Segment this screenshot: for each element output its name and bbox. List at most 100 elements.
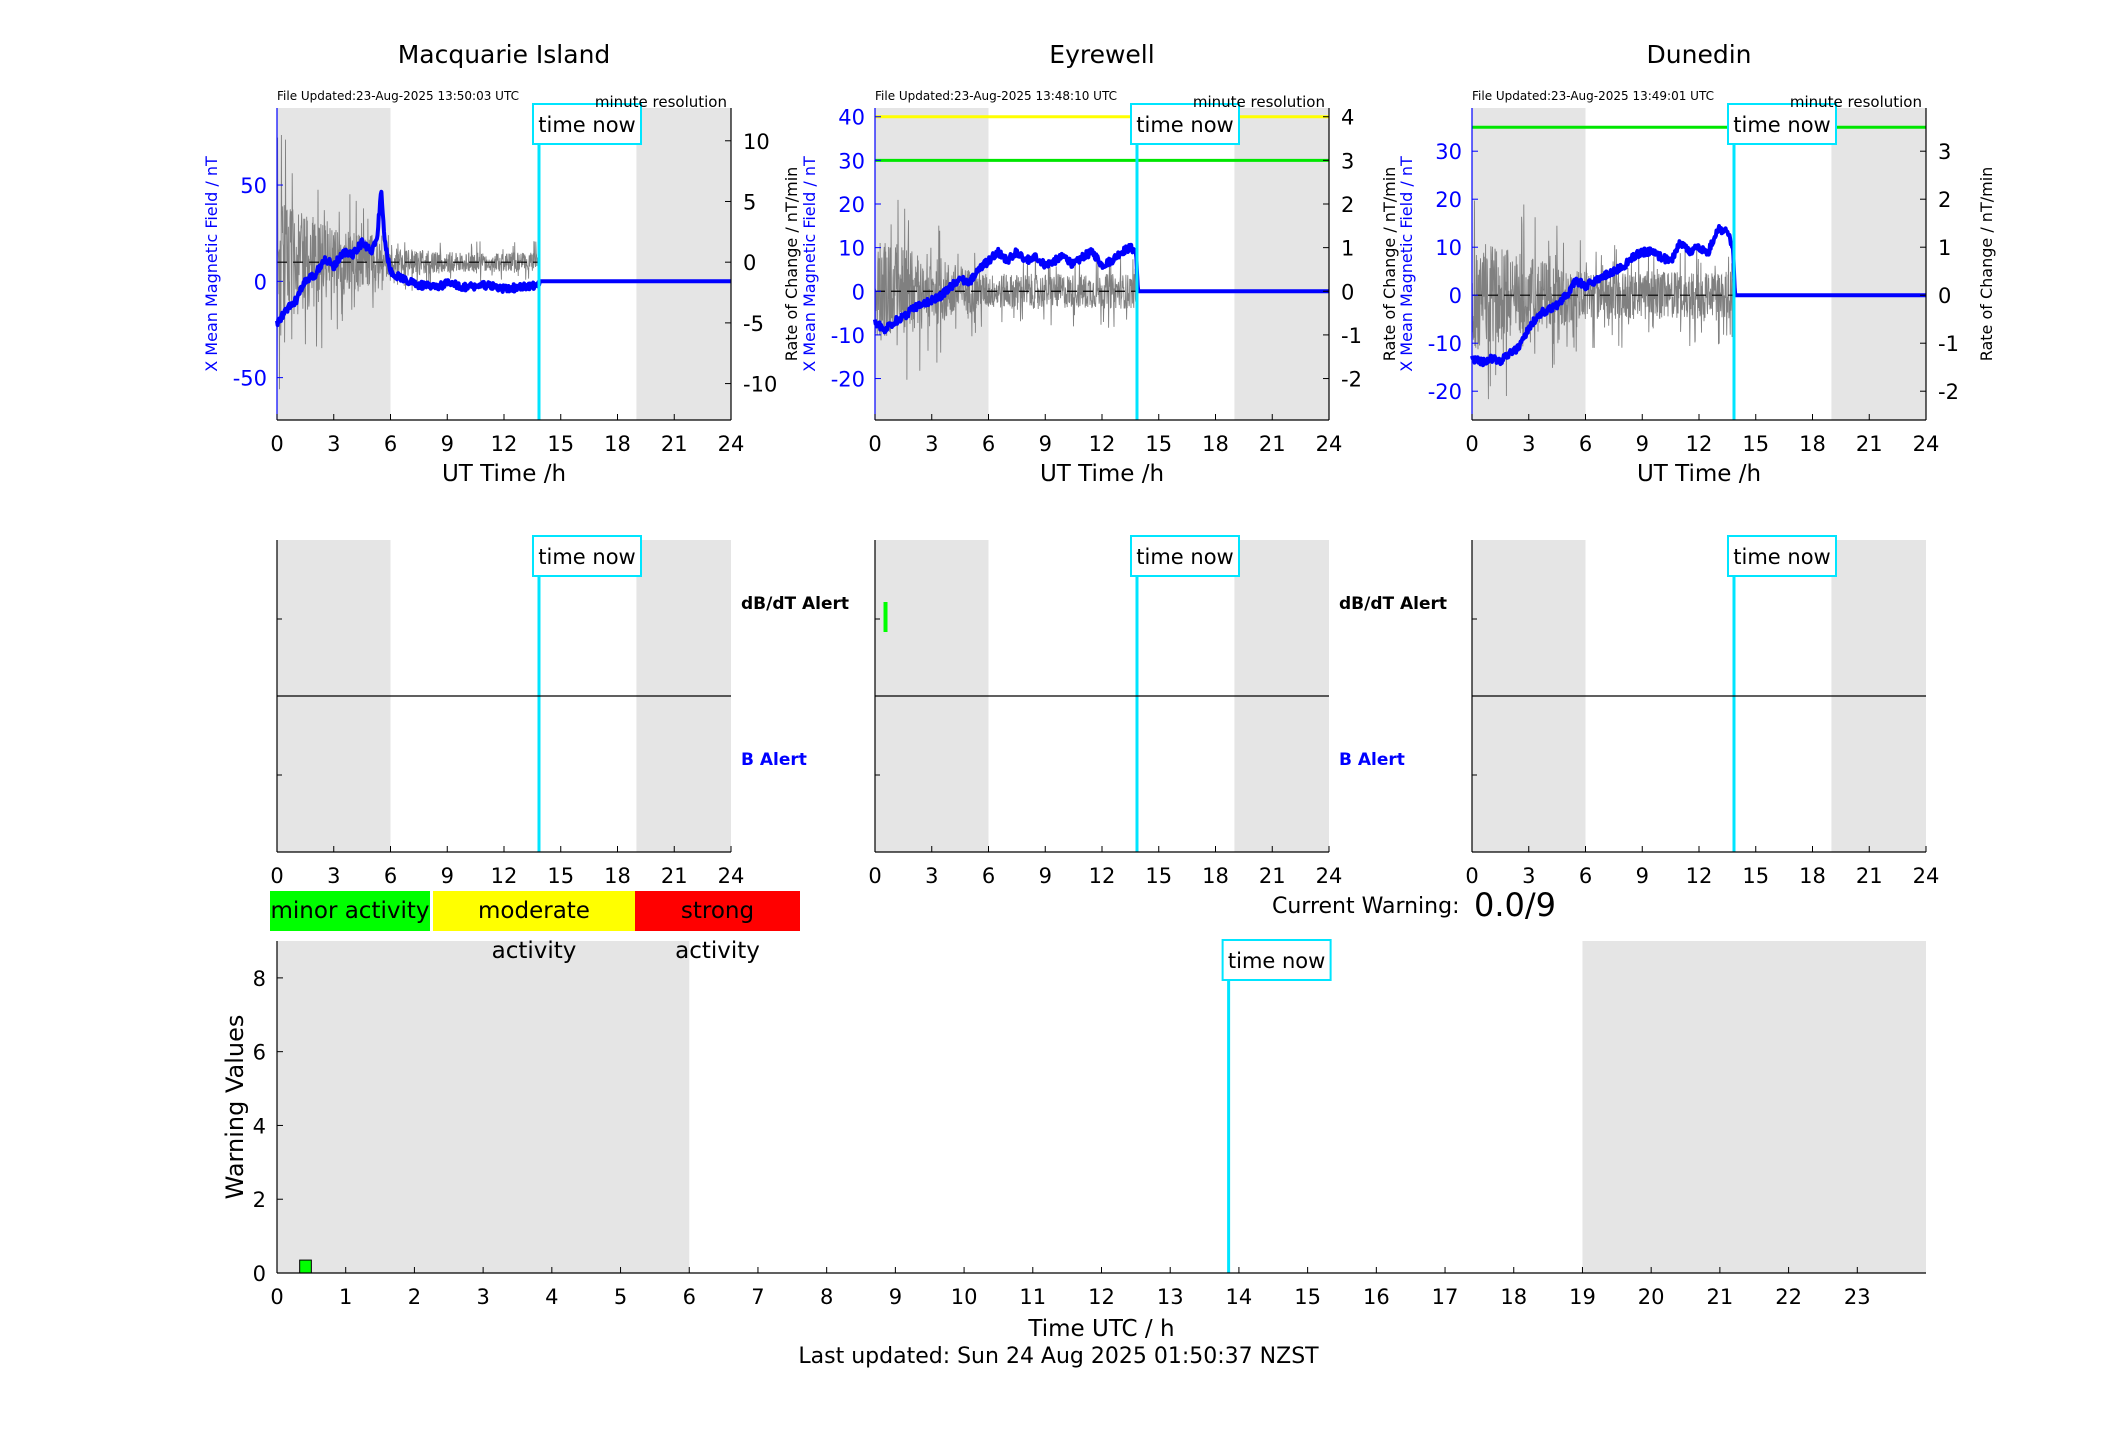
y2-tick-label: 3 [1938, 140, 1951, 164]
night-shading [875, 108, 989, 420]
y-tick-label: 0 [1449, 284, 1462, 308]
alert-x-tick-label: 15 [1742, 864, 1769, 888]
y2-tick-label: 3 [1341, 149, 1354, 173]
warning-y-tick-label: 6 [253, 1041, 266, 1065]
x-tick-label: 9 [1636, 432, 1649, 456]
y2-tick-label: 1 [1341, 237, 1354, 261]
warning-x-tick-label: 11 [1019, 1285, 1046, 1309]
y2-tick-label: 2 [1938, 188, 1951, 212]
dbdt-alert-label: dB/dT Alert [741, 594, 849, 614]
y2-tick-label: -2 [1341, 368, 1362, 392]
warning-x-tick-label: 13 [1157, 1285, 1184, 1309]
file-updated-label: File Updated:23-Aug-2025 13:49:01 UTC [1472, 89, 1714, 103]
y2-tick-label: 0 [1341, 280, 1354, 304]
warning-y-tick-label: 4 [253, 1114, 266, 1138]
y-tick-label: 10 [1435, 236, 1462, 260]
warning-x-tick-label: 1 [339, 1285, 352, 1309]
x-axis-label: UT Time /h [1637, 461, 1761, 487]
y-tick-label: 20 [838, 193, 865, 217]
y-tick-label: -20 [831, 368, 865, 392]
rate-of-change-series [1471, 200, 1735, 400]
night-shading [1831, 108, 1926, 420]
dbdt-alert-mark [883, 602, 888, 632]
warning-x-tick-label: 19 [1569, 1285, 1596, 1309]
warning-x-tick-label: 15 [1294, 1285, 1321, 1309]
warning-x-tick-label: 8 [820, 1285, 833, 1309]
y2-axis-label: Rate of Change / nT/min [1977, 167, 1996, 362]
alert-x-tick-label: 0 [1465, 864, 1478, 888]
time-now-label: time now [1136, 113, 1233, 137]
current-warning-value: 0.0/9 [1474, 886, 1557, 924]
rate-of-change-series [874, 199, 1138, 380]
x-tick-label: 0 [868, 432, 881, 456]
alert-x-tick-label: 18 [604, 864, 631, 888]
resolution-label: minute resolution [1193, 93, 1325, 111]
alert-x-tick-label: 3 [327, 864, 340, 888]
x-tick-label: 6 [1579, 432, 1592, 456]
y-axis-label: X Mean Magnetic Field / nT [202, 156, 221, 372]
warning-night-shading [1582, 941, 1926, 1273]
alert-x-tick-label: 21 [661, 864, 688, 888]
b-alert-label: B Alert [1339, 750, 1405, 770]
y-tick-label: -10 [1428, 332, 1462, 356]
y2-tick-label: 1 [1938, 236, 1951, 260]
warning-y-tick-label: 2 [253, 1188, 266, 1212]
y-tick-label: 30 [838, 149, 865, 173]
x-tick-label: 18 [1799, 432, 1826, 456]
alert-x-tick-label: 6 [1579, 864, 1592, 888]
night-shading [636, 108, 731, 420]
warning-x-tick-label: 0 [270, 1285, 283, 1309]
y-tick-label: 10 [838, 237, 865, 261]
x-tick-label: 3 [327, 432, 340, 456]
y-tick-label: -50 [233, 367, 267, 391]
station-title: Macquarie Island [398, 40, 611, 69]
warning-x-tick-label: 12 [1088, 1285, 1115, 1309]
x-tick-label: 15 [1742, 432, 1769, 456]
y2-tick-label: 10 [743, 130, 770, 154]
alert-x-tick-label: 15 [547, 864, 574, 888]
alert-x-tick-label: 12 [1686, 864, 1713, 888]
alert-x-tick-label: 6 [384, 864, 397, 888]
alert-x-tick-label: 24 [718, 864, 745, 888]
y2-tick-label: 5 [743, 190, 756, 214]
alert-x-tick-label: 18 [1799, 864, 1826, 888]
warning-x-tick-label: 6 [683, 1285, 696, 1309]
y-axis-label: X Mean Magnetic Field / nT [800, 156, 819, 372]
x-tick-label: 21 [1856, 432, 1883, 456]
warning-time-now-box [1221, 939, 1332, 981]
x-tick-label: 24 [1316, 432, 1343, 456]
x-tick-label: 24 [1913, 432, 1940, 456]
y-tick-label: 50 [240, 174, 267, 198]
warning-x-tick-label: 3 [476, 1285, 489, 1309]
b-alert-label: B Alert [741, 750, 807, 770]
y-tick-label: -20 [1428, 380, 1462, 404]
alert-x-tick-label: 9 [441, 864, 454, 888]
x-axis-label: UT Time /h [1040, 461, 1164, 487]
alert-x-tick-label: 18 [1202, 864, 1229, 888]
y2-tick-label: 4 [1341, 106, 1354, 130]
rate-of-change-series [276, 134, 540, 390]
warning-x-tick-label: 14 [1226, 1285, 1253, 1309]
alert-time-now-label: time now [1733, 545, 1830, 569]
alert-x-tick-label: 3 [1522, 864, 1535, 888]
alert-x-tick-label: 24 [1316, 864, 1343, 888]
x-tick-label: 18 [604, 432, 631, 456]
alert-x-tick-label: 0 [270, 864, 283, 888]
x-tick-label: 3 [925, 432, 938, 456]
warning-time-now-label: time now [1228, 949, 1325, 973]
time-now-box [1726, 103, 1837, 145]
warning-x-tick-label: 21 [1707, 1285, 1734, 1309]
y2-axis-label: Rate of Change / nT/min [782, 167, 801, 362]
resolution-label: minute resolution [1790, 93, 1922, 111]
x-tick-label: 12 [491, 432, 518, 456]
warning-x-tick-label: 20 [1638, 1285, 1665, 1309]
warning-x-tick-label: 7 [751, 1285, 764, 1309]
warning-x-tick-label: 5 [614, 1285, 627, 1309]
alert-time-now-box [531, 535, 642, 577]
warning-x-tick-label: 18 [1500, 1285, 1527, 1309]
file-updated-label: File Updated:23-Aug-2025 13:48:10 UTC [875, 89, 1117, 103]
legend-moderate-activity: moderate activity [433, 891, 635, 964]
y2-tick-label: -1 [1938, 332, 1959, 356]
y-tick-label: 40 [838, 106, 865, 130]
